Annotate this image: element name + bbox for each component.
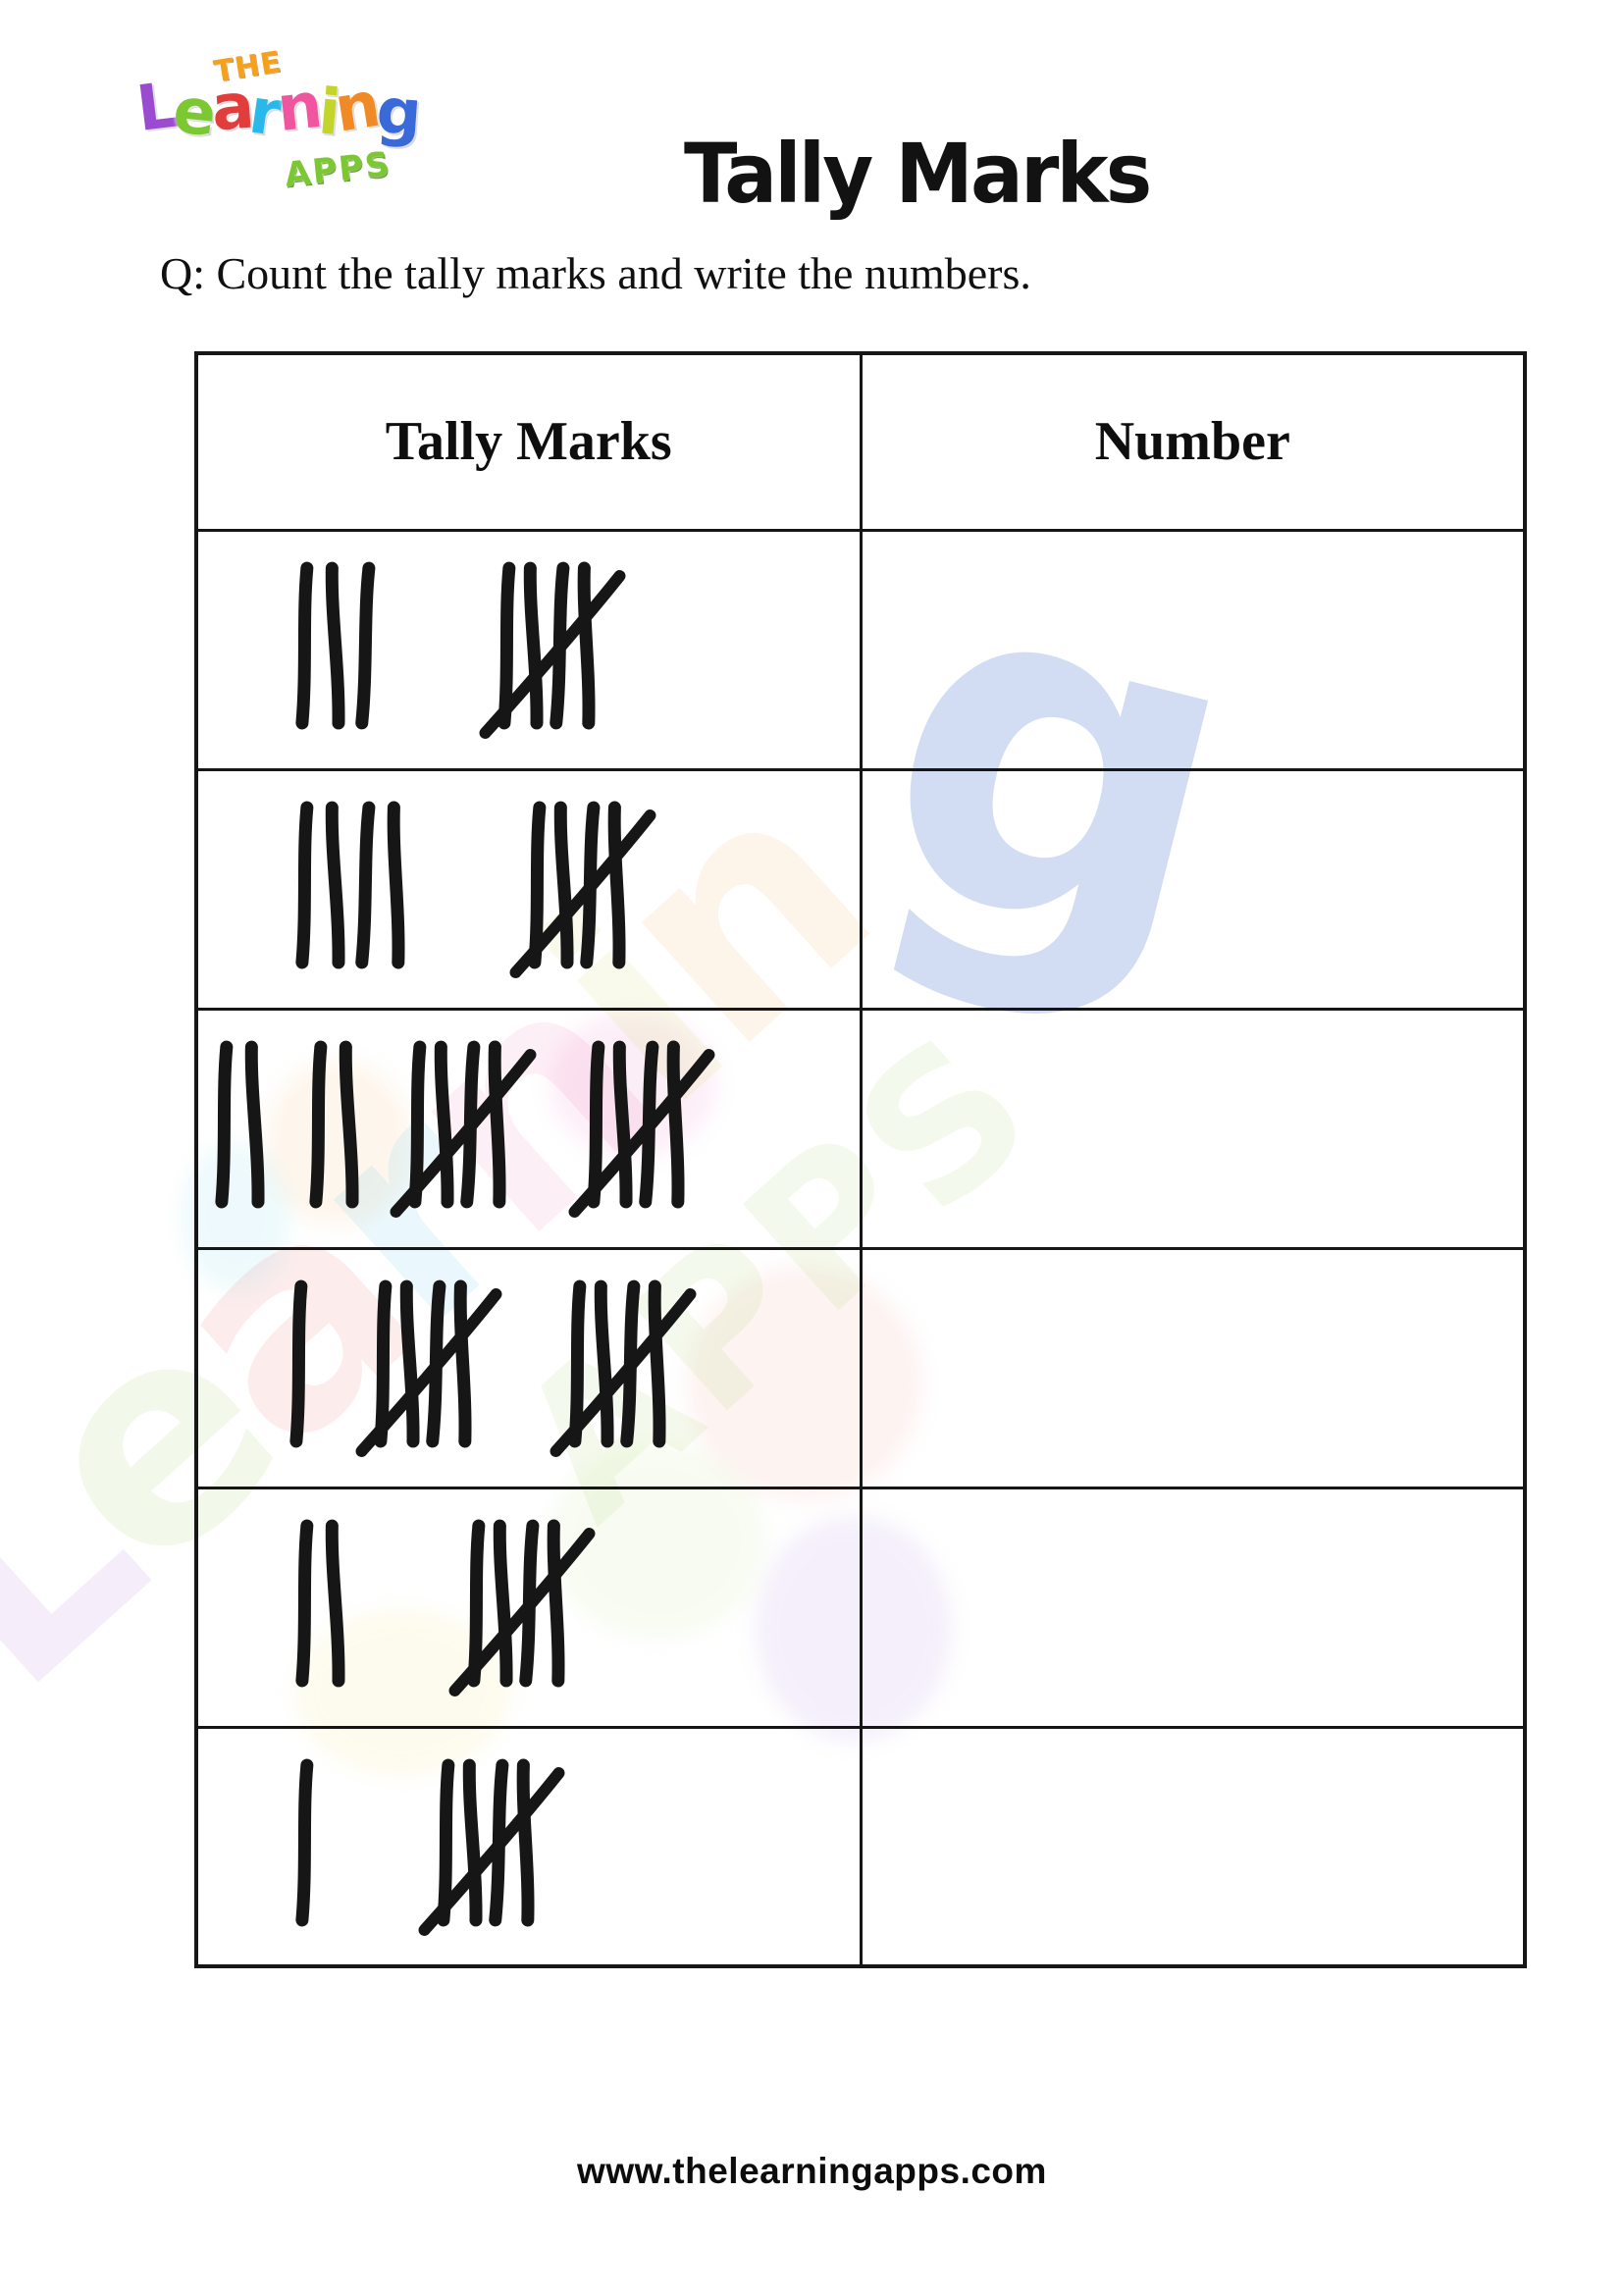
page-title: Tally Marks: [684, 126, 1152, 222]
learning-apps-logo: THE Learning APPS: [132, 45, 471, 233]
tally-marks-group-row: [199, 1512, 859, 1702]
tally-group-of-5: [448, 1519, 596, 1696]
number-answer-cell: [859, 767, 1527, 1011]
tally-marks-group-row: [199, 554, 859, 745]
table-row: [194, 767, 1527, 1011]
tally-group-of-1: [289, 1279, 308, 1448]
tally-group-of-5: [355, 1279, 502, 1457]
tally-slash: [355, 1288, 502, 1457]
tally-group-of-5: [550, 1279, 697, 1457]
tally-group-of-2: [295, 1519, 345, 1688]
tally-slash: [509, 809, 656, 978]
footer-url: www.thelearningapps.com: [577, 2151, 1047, 2191]
tally-group-of-3: [295, 561, 376, 730]
logo-letter: g: [374, 75, 421, 151]
tally-slash: [568, 1049, 715, 1218]
number-answer-cell: [859, 528, 1527, 771]
table-row: [194, 1725, 1527, 1968]
tally-marks-group-row: [199, 1751, 859, 1942]
tally-slash: [550, 1288, 697, 1457]
tally-marks-cell: [194, 1007, 863, 1250]
number-answer-cell: [859, 1725, 1527, 1968]
tally-marks-cell: [194, 1246, 863, 1489]
tally-slash: [390, 1049, 537, 1218]
tally-group-of-2: [215, 1040, 265, 1209]
tally-table: Tally Marks Number: [194, 351, 1527, 1968]
tally-group-of-5: [479, 561, 626, 739]
logo-letter: n: [330, 69, 383, 147]
tally-marks-cell: [194, 767, 863, 1011]
tally-group-of-5: [568, 1040, 715, 1218]
tally-slash: [479, 570, 626, 739]
logo-word-apps: APPS: [283, 144, 393, 195]
tally-group-of-5: [509, 801, 656, 978]
tally-group-of-5: [390, 1040, 537, 1218]
logo-letter: n: [273, 70, 323, 146]
column-header-tally-marks: Tally Marks: [194, 351, 863, 532]
tally-slash: [418, 1766, 565, 1936]
tally-marks-group-row: [199, 1033, 859, 1224]
table-row: [194, 1007, 1527, 1250]
logo-letter: e: [169, 75, 216, 151]
logo-word-learning: Learning: [132, 69, 420, 151]
tally-marks-cell: [194, 1725, 863, 1968]
tally-marks-group-row: [199, 1273, 859, 1463]
tally-group-of-4: [295, 801, 405, 969]
table-row: [194, 528, 1527, 771]
tally-slash: [448, 1528, 596, 1696]
number-answer-cell: [859, 1246, 1527, 1489]
tally-group-of-1: [295, 1758, 314, 1927]
tally-marks-cell: [194, 528, 863, 771]
number-answer-cell: [859, 1486, 1527, 1729]
tally-group-of-2: [309, 1040, 359, 1209]
column-header-number: Number: [859, 351, 1527, 532]
tally-marks-cell: [194, 1486, 863, 1729]
question-text: Q: Count the tally marks and write the n…: [160, 248, 1031, 298]
tally-marks-group-row: [199, 794, 859, 984]
watermark-letter: L: [0, 1381, 194, 1752]
table-header-row: Tally Marks Number: [194, 351, 1527, 532]
number-answer-cell: [859, 1007, 1527, 1250]
tally-group-of-5: [418, 1758, 565, 1936]
table-row: [194, 1486, 1527, 1729]
table-row: [194, 1246, 1527, 1489]
